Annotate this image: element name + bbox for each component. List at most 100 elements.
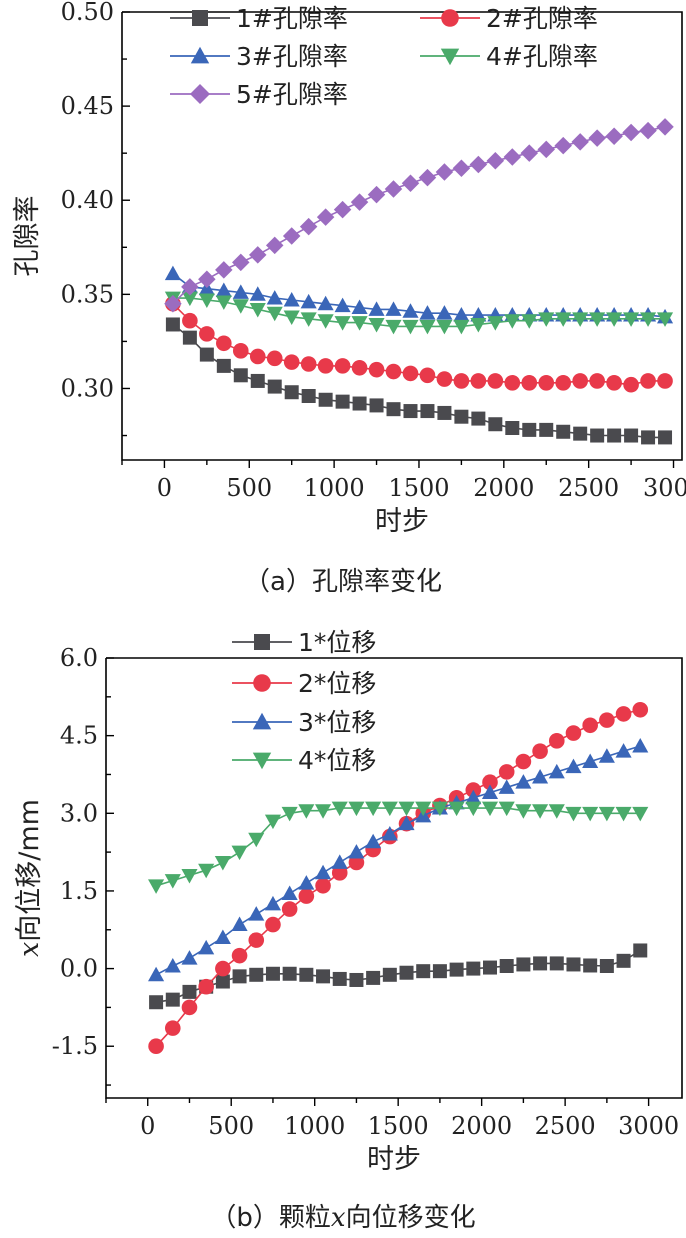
series-2-point xyxy=(599,712,615,728)
series-3-point xyxy=(198,939,215,955)
panel-b-caption-italic: x xyxy=(331,1203,346,1233)
series-2-point xyxy=(249,348,266,365)
series-4-point xyxy=(249,302,266,318)
series-5-point xyxy=(537,140,555,159)
series-3-point xyxy=(419,305,436,320)
panel-a-x-axis-title: 时步 xyxy=(375,506,429,537)
series-3-point xyxy=(481,784,499,800)
series-1-point xyxy=(316,969,331,984)
panel-a-legend: 1#孔隙率 2#孔隙率 3#孔隙率 4#孔隙率 5#孔隙率 xyxy=(170,4,598,109)
series-1-point xyxy=(352,396,367,411)
series-1-point xyxy=(658,430,673,445)
series-3-point xyxy=(300,293,317,309)
series-3-point xyxy=(465,789,482,805)
series-4-point xyxy=(582,806,599,822)
series-1-point xyxy=(573,426,588,441)
series-1-point xyxy=(616,953,631,968)
series-2-point xyxy=(615,706,632,722)
series-5-point xyxy=(232,253,250,272)
series-3-point xyxy=(215,282,232,298)
series-3-point xyxy=(331,854,348,869)
series-2-point xyxy=(300,356,317,372)
y-tick-label: 4.5 xyxy=(60,722,98,750)
series-2-point xyxy=(504,375,521,391)
series-4-point xyxy=(215,295,232,310)
series-1-point xyxy=(488,417,503,432)
panel-b-series xyxy=(148,701,649,1055)
series-4-point xyxy=(431,801,448,817)
x-tick-label: 2500 xyxy=(558,474,619,502)
x-tick-label: 2000 xyxy=(451,1112,512,1140)
series-2-point xyxy=(487,373,504,389)
series-3-point xyxy=(281,885,298,900)
series-5-point xyxy=(299,217,318,236)
series-5-point xyxy=(350,193,369,211)
series-1-point xyxy=(516,957,531,972)
series-5-point xyxy=(469,155,488,174)
series-3-point xyxy=(164,265,181,281)
series-1-point xyxy=(449,962,464,977)
legend-item-3: 3#孔隙率 xyxy=(170,42,348,71)
series-3-point xyxy=(436,305,453,320)
series-2-point xyxy=(215,960,231,977)
series-2-point xyxy=(623,376,639,393)
series-2-point xyxy=(281,901,298,917)
series-1-point xyxy=(369,398,384,413)
series-4-point xyxy=(317,314,334,329)
x-tick-label: 1000 xyxy=(304,474,365,502)
series-4-point xyxy=(264,814,282,830)
series-1-point xyxy=(299,967,314,982)
legend-item-2: 2*位移 xyxy=(232,669,376,698)
panel-b-caption-prefix: （b）颗粒 xyxy=(210,1203,331,1233)
series-1-point xyxy=(539,422,554,437)
series-2-point xyxy=(470,373,487,389)
series-2-point xyxy=(498,764,515,780)
series-3-point xyxy=(351,299,368,314)
series-2-point xyxy=(266,350,283,367)
series-5-point xyxy=(418,168,437,187)
series-4-point xyxy=(348,801,365,817)
series-3-point xyxy=(453,307,470,322)
series-5-point xyxy=(265,236,284,255)
series-5-point xyxy=(435,163,454,181)
series-4-point xyxy=(248,832,265,848)
series-1-point xyxy=(233,368,248,383)
series-3-point xyxy=(232,284,249,299)
x-tick-label: 1500 xyxy=(388,474,449,502)
series-2-point xyxy=(538,375,555,391)
series-4-point xyxy=(402,319,419,335)
series-1-point xyxy=(505,421,520,435)
series-2-point xyxy=(385,363,402,380)
series-2-point xyxy=(182,312,198,329)
series-1-point xyxy=(165,317,180,332)
y-tick-label: 0.35 xyxy=(61,280,114,308)
series-3-point xyxy=(249,286,266,301)
x-tick-label: 2500 xyxy=(535,1112,596,1140)
series-2-point xyxy=(198,978,214,995)
series-3-point xyxy=(368,301,385,316)
series-2-point xyxy=(572,373,588,389)
series-4-point xyxy=(398,801,415,817)
series-2-point xyxy=(317,358,334,374)
y-tick-label: 0.0 xyxy=(60,955,98,983)
series-3-point xyxy=(214,929,231,944)
series-1-point xyxy=(199,347,214,362)
series-2 xyxy=(148,701,649,1055)
series-5-point xyxy=(181,278,199,296)
series-3-point xyxy=(548,763,565,779)
y-tick-label: 3.0 xyxy=(60,799,98,827)
series-2-point xyxy=(606,375,622,391)
series-1 xyxy=(149,943,648,1010)
series-1-point xyxy=(549,956,564,971)
series-5-point xyxy=(656,118,674,136)
series-4-point xyxy=(436,319,453,335)
series-2-point xyxy=(164,1020,181,1036)
series-4-point xyxy=(504,314,521,329)
x-tick-label: 0 xyxy=(140,1112,155,1140)
legend-label: 3*位移 xyxy=(298,708,376,737)
series-5-point xyxy=(588,129,606,147)
series-4-point xyxy=(487,316,504,331)
series-4-point xyxy=(538,312,555,327)
series-1-point xyxy=(182,330,197,345)
series-4-point xyxy=(606,312,623,327)
